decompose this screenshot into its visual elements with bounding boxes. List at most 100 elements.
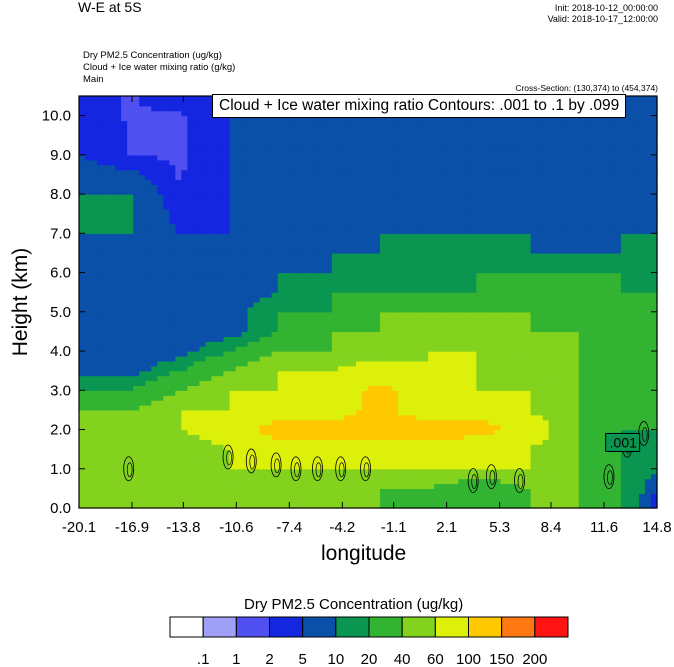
field-cell <box>187 370 194 377</box>
field-cell <box>139 409 146 416</box>
field-cell <box>536 493 544 499</box>
field-cell <box>632 346 640 352</box>
field-cell <box>512 262 520 269</box>
field-cell <box>103 503 110 509</box>
field-cell <box>638 370 646 377</box>
field-cell <box>301 454 309 460</box>
field-cell <box>584 380 592 386</box>
field-cell <box>271 449 279 455</box>
field-cell <box>247 272 255 279</box>
field-cell <box>404 478 411 485</box>
field-cell <box>620 424 628 431</box>
field-cell <box>464 390 471 396</box>
field-cell <box>596 306 604 313</box>
field-cell <box>464 503 471 509</box>
field-cell <box>452 493 459 499</box>
field-cell <box>500 424 508 431</box>
field-cell <box>241 370 249 377</box>
field-cell <box>596 458 604 465</box>
field-cell <box>494 277 502 283</box>
field-cell <box>211 311 219 318</box>
field-cell <box>229 257 237 264</box>
field-cell <box>554 297 562 303</box>
field-cell <box>542 365 550 372</box>
field-cell <box>337 405 345 411</box>
field-cell <box>217 262 225 269</box>
field-cell <box>584 321 592 328</box>
field-cell <box>127 424 134 431</box>
field-cell <box>470 434 477 440</box>
field-cell <box>578 405 586 411</box>
field-cell <box>554 449 562 455</box>
field-cell <box>560 272 568 279</box>
field-cell <box>181 419 188 426</box>
field-cell <box>374 424 381 431</box>
field-cell <box>295 316 303 323</box>
field-cell <box>337 468 345 475</box>
field-cell <box>355 434 363 440</box>
field-cell <box>530 282 538 288</box>
field-cell <box>295 302 303 308</box>
field-cell <box>259 360 267 367</box>
field-cell <box>175 302 182 308</box>
field-cell <box>277 449 285 455</box>
field-cell <box>596 498 604 504</box>
field-cell <box>97 444 104 450</box>
field-cell <box>470 375 477 382</box>
field-cell <box>271 414 279 421</box>
field-cell <box>608 321 616 328</box>
field-cell <box>127 395 134 401</box>
field-cell <box>440 306 447 313</box>
field-cell <box>404 341 411 347</box>
field-cell <box>235 267 243 274</box>
field-cell <box>265 351 273 357</box>
field-cell <box>380 287 387 293</box>
field-cell <box>289 458 297 465</box>
field-cell <box>133 252 140 259</box>
field-cell <box>115 463 122 470</box>
field-cell <box>464 370 471 377</box>
field-cell <box>542 405 550 411</box>
field-cell <box>452 390 459 396</box>
field-cell <box>127 346 134 352</box>
field-cell <box>482 390 490 396</box>
field-cell <box>422 311 429 318</box>
field-cell <box>253 409 261 416</box>
field-cell <box>361 493 369 499</box>
field-cell <box>241 257 249 264</box>
field-cell <box>205 302 213 308</box>
field-cell <box>524 306 532 313</box>
field-cell <box>638 473 646 480</box>
field-cell <box>368 282 375 288</box>
field-cell <box>187 449 194 455</box>
field-cell <box>271 493 279 499</box>
field-cell <box>566 375 574 382</box>
field-cell <box>440 282 447 288</box>
field-cell <box>97 478 104 485</box>
field-cell <box>115 272 122 279</box>
field-cell <box>187 360 194 367</box>
field-cell <box>488 355 496 362</box>
field-cell <box>446 262 453 269</box>
field-cell <box>355 365 363 372</box>
field-cell <box>85 336 92 342</box>
field-cell <box>518 355 526 362</box>
field-cell <box>434 429 441 436</box>
field-cell <box>247 429 255 436</box>
field-cell <box>512 414 520 421</box>
field-cell <box>596 292 604 298</box>
field-cell <box>211 468 219 475</box>
field-cell <box>337 385 345 391</box>
field-cell <box>337 483 345 489</box>
field-cell <box>79 267 86 274</box>
field-cell <box>283 257 291 264</box>
field-cell <box>343 414 351 421</box>
field-cell <box>614 503 622 509</box>
field-cell <box>494 262 502 269</box>
field-cell <box>368 365 375 372</box>
field-cell <box>626 336 634 342</box>
field-cell <box>524 316 532 323</box>
field-cell <box>638 458 646 465</box>
field-cell <box>235 336 243 342</box>
field-cell <box>380 395 387 401</box>
